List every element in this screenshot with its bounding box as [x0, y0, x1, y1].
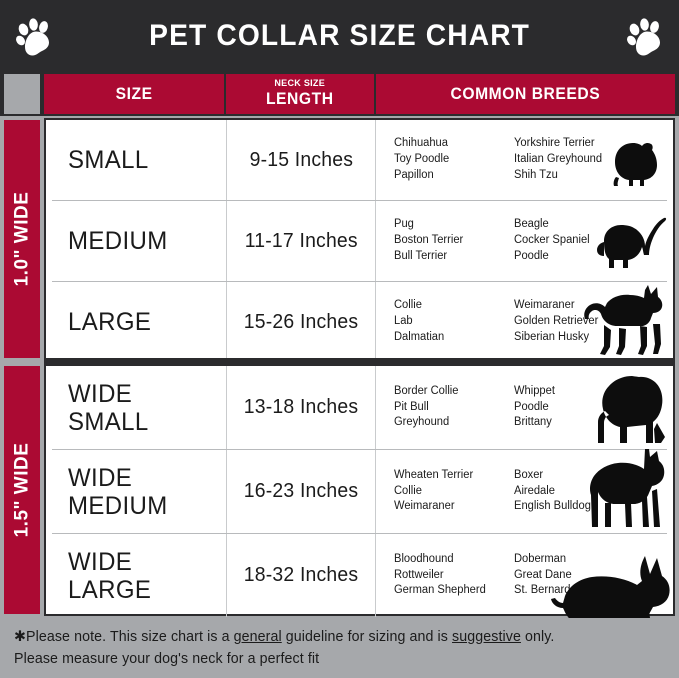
- column-header-length-label: LENGTH: [266, 88, 334, 108]
- row-divider: [52, 533, 667, 534]
- cell-length: 15-26 Inches: [226, 282, 376, 362]
- table-row: WIDE SMALL 13-18 Inches Border Collie Pi…: [46, 366, 673, 449]
- page-title: PET COLLAR SIZE CHART: [149, 19, 530, 52]
- breeds-column-a: Collie Lab Dalmatian: [394, 299, 445, 343]
- table-row: WIDE MEDIUM 16-23 Inches Wheaten Terrier…: [46, 449, 673, 533]
- group-label-1-0-wide: 1.0" WIDE: [4, 120, 40, 358]
- cell-size: MEDIUM: [46, 201, 226, 281]
- breeds-column-a: Chihuahua Toy Poodle Papillon: [394, 137, 450, 181]
- row-divider: [52, 449, 667, 450]
- cell-breeds: Pug Boston Terrier Bull Terrier Beagle C…: [376, 201, 673, 281]
- cell-length: 9-15 Inches: [226, 120, 376, 200]
- breeds-column-b: Whippet Poodle Brittany: [514, 384, 555, 429]
- cell-length: 18-32 Inches: [226, 534, 376, 617]
- footer-note: ✱Please note. This size chart is a gener…: [0, 618, 679, 678]
- breeds-column-b: Doberman Great Dane St. Bernard: [514, 552, 572, 597]
- footer-note-underline-general: general: [233, 629, 282, 645]
- header-corner-spacer: [4, 74, 40, 114]
- column-header-length-sublabel: NECK SIZE: [274, 78, 326, 90]
- column-header-breeds: COMMON BREEDS: [376, 74, 675, 114]
- row-divider: [52, 281, 667, 282]
- column-header-row: SIZE NECK SIZE LENGTH COMMON BREEDS: [0, 72, 679, 116]
- column-header-size: SIZE: [44, 74, 224, 114]
- cell-length: 11-17 Inches: [226, 201, 376, 281]
- size-value: LARGE: [68, 308, 152, 336]
- length-value: 11-17 Inches: [244, 229, 358, 252]
- breeds-column-a: Pug Boston Terrier Bull Terrier: [394, 218, 464, 262]
- length-value: 13-18 Inches: [243, 396, 359, 418]
- column-header-length: NECK SIZE LENGTH: [226, 74, 374, 114]
- paw-print-icon: [627, 18, 660, 56]
- size-value: MEDIUM: [68, 227, 168, 255]
- row-divider: [52, 200, 667, 201]
- size-value: WIDE MEDIUM: [68, 463, 168, 520]
- table-row: SMALL 9-15 Inches Chihuahua Toy Poodle P…: [46, 120, 673, 200]
- footer-note-line-1-post: only.: [520, 629, 555, 645]
- breeds-column-a: Bloodhound Rottweiler German Shepherd: [394, 552, 486, 597]
- group-separator: [44, 358, 675, 364]
- breeds-column-b: Yorkshire Terrier Italian Greyhound Shih…: [514, 137, 603, 181]
- table-row: WIDE LARGE 18-32 Inches Bloodhound Rottw…: [46, 534, 673, 617]
- footer-note-line-2: Please measure your dog's neck for a per…: [14, 651, 320, 668]
- cell-size: WIDE MEDIUM: [46, 450, 226, 533]
- breeds-column-b: Boxer Airedale English Bulldog: [514, 468, 591, 513]
- group-label-1-5-wide-text: 1.5" WIDE: [11, 442, 32, 538]
- column-header-breeds-label: COMMON BREEDS: [450, 84, 601, 103]
- footer-note-line-1-pre: ✱Please note. This size chart is a: [14, 629, 234, 645]
- cell-breeds: Chihuahua Toy Poodle Papillon Yorkshire …: [376, 120, 673, 200]
- footer-note-underline-suggestive: suggestive: [452, 629, 521, 645]
- cell-breeds: Wheaten Terrier Collie Weimaraner Boxer …: [376, 449, 673, 533]
- title-bar: PET COLLAR SIZE CHART: [0, 0, 679, 72]
- table-row: LARGE 15-26 Inches Collie Lab Dalmatian …: [46, 282, 673, 362]
- breeds-column-a: Border Collie Pit Bull Greyhound: [394, 384, 459, 429]
- size-value: WIDE SMALL: [68, 379, 149, 436]
- footer-note-line-1: ✱Please note. This size chart is a gener…: [14, 626, 666, 648]
- table-row: MEDIUM 11-17 Inches Pug Boston Terrier B…: [46, 201, 673, 281]
- breeds-column-a: Wheaten Terrier Collie Weimaraner: [394, 468, 474, 513]
- cell-length: 13-18 Inches: [226, 366, 376, 449]
- cell-breeds: Border Collie Pit Bull Greyhound Whippet…: [376, 366, 673, 449]
- cell-size: WIDE LARGE: [46, 534, 226, 617]
- paw-print-icon: [16, 18, 49, 56]
- breeds-column-b: Weimaraner Golden Retriever Siberian Hus…: [514, 299, 599, 343]
- size-table-wide: WIDE SMALL 13-18 Inches Border Collie Pi…: [44, 364, 675, 617]
- cell-breeds: Bloodhound Rottweiler German Shepherd Do…: [376, 534, 673, 617]
- size-value: WIDE LARGE: [68, 547, 152, 604]
- footer-note-line-1-mid: guideline for sizing and is: [281, 629, 453, 645]
- breeds-column-b: Beagle Cocker Spaniel Poodle: [514, 218, 590, 262]
- group-label-1-5-wide: 1.5" WIDE: [4, 366, 40, 614]
- length-value: 9-15 Inches: [249, 148, 353, 171]
- column-header-size-label: SIZE: [115, 84, 153, 103]
- cell-size: LARGE: [46, 282, 226, 362]
- cell-breeds: Collie Lab Dalmatian Weimaraner Golden R…: [376, 282, 673, 362]
- length-value: 18-32 Inches: [243, 564, 359, 586]
- group-label-1-0-wide-text: 1.0" WIDE: [11, 191, 32, 287]
- cell-length: 16-23 Inches: [226, 450, 376, 533]
- length-value: 15-26 Inches: [243, 310, 359, 333]
- cell-size: WIDE SMALL: [46, 366, 226, 449]
- size-value: SMALL: [68, 146, 149, 174]
- length-value: 16-23 Inches: [243, 480, 359, 502]
- cell-size: SMALL: [46, 120, 226, 200]
